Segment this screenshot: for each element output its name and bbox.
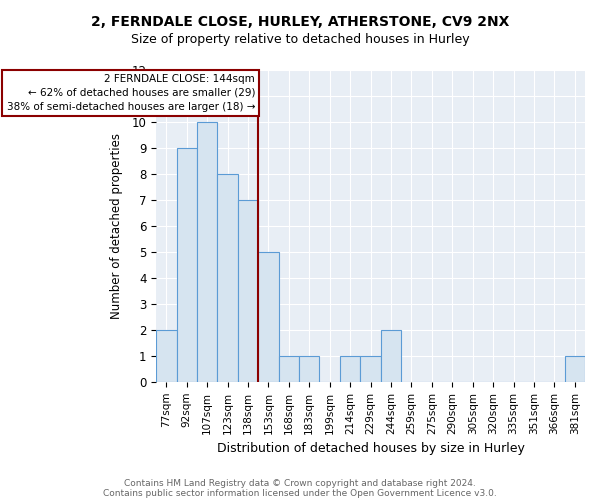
Bar	[197, 122, 217, 382]
Text: 2 FERNDALE CLOSE: 144sqm
← 62% of detached houses are smaller (29)
38% of semi-d: 2 FERNDALE CLOSE: 144sqm ← 62% of detach…	[7, 74, 255, 112]
Bar	[381, 330, 401, 382]
Bar	[156, 330, 176, 382]
Text: 2, FERNDALE CLOSE, HURLEY, ATHERSTONE, CV9 2NX: 2, FERNDALE CLOSE, HURLEY, ATHERSTONE, C…	[91, 15, 509, 29]
X-axis label: Distribution of detached houses by size in Hurley: Distribution of detached houses by size …	[217, 442, 524, 455]
Bar	[238, 200, 258, 382]
Bar	[176, 148, 197, 382]
Bar	[217, 174, 238, 382]
Bar	[565, 356, 585, 382]
Text: Size of property relative to detached houses in Hurley: Size of property relative to detached ho…	[131, 32, 469, 46]
Bar	[258, 252, 278, 382]
Text: Contains HM Land Registry data © Crown copyright and database right 2024.: Contains HM Land Registry data © Crown c…	[124, 478, 476, 488]
Bar	[340, 356, 361, 382]
Bar	[361, 356, 381, 382]
Y-axis label: Number of detached properties: Number of detached properties	[110, 133, 123, 319]
Bar	[299, 356, 319, 382]
Text: Contains public sector information licensed under the Open Government Licence v3: Contains public sector information licen…	[103, 488, 497, 498]
Bar	[278, 356, 299, 382]
